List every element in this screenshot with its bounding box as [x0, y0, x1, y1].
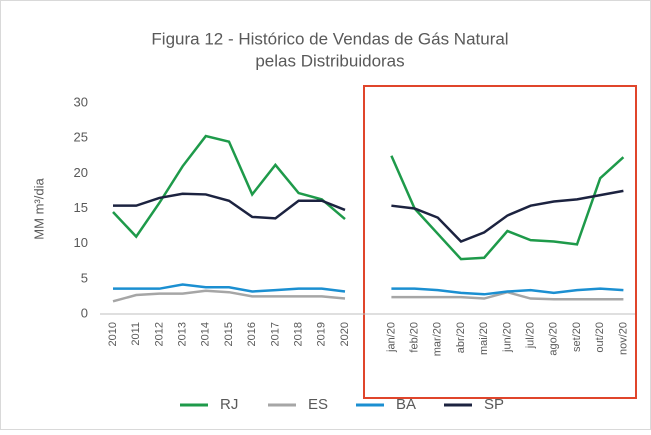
x-tick-label: jun/20	[501, 322, 513, 353]
series-line	[113, 283, 346, 293]
legend-label: BA	[396, 396, 416, 413]
highlight-box	[363, 85, 637, 399]
x-tick-label: ago/20	[548, 322, 560, 356]
series-line	[390, 155, 625, 261]
y-tick-label: 0	[81, 305, 88, 320]
y-tick-label: 25	[74, 130, 88, 145]
x-tick-label: 2013	[177, 322, 189, 346]
chart-title: Figura 12 - Histórico de Vendas de Gás N…	[151, 29, 508, 48]
x-tick-label: jul/20	[525, 322, 537, 349]
legend-label: RJ	[220, 396, 238, 413]
x-tick-label: 2015	[223, 322, 235, 346]
y-tick-label: 5	[81, 270, 88, 285]
x-tick-label: 2016	[246, 322, 258, 346]
legend-label: SP	[484, 396, 504, 413]
x-tick-label: nov/20	[617, 322, 629, 355]
y-tick-label: 10	[74, 235, 88, 250]
y-axis-label: MM m³/dia	[31, 178, 46, 240]
series-line	[391, 189, 624, 244]
legend-label: ES	[308, 396, 328, 413]
x-tick-label: 2014	[200, 322, 212, 346]
y-tick-label: 15	[74, 200, 88, 215]
x-tick-label: 2018	[293, 322, 305, 346]
x-tick-label: 2017	[269, 322, 281, 346]
x-tick-label: 2010	[107, 322, 119, 346]
chart-title: pelas Distribuidoras	[255, 51, 404, 70]
x-tick-label: 2019	[316, 322, 328, 346]
x-tick-label: out/20	[594, 322, 606, 353]
x-tick-label: feb/20	[409, 322, 421, 353]
series-line	[112, 289, 346, 303]
x-tick-label: set/20	[571, 322, 583, 352]
x-tick-label: 2020	[339, 322, 351, 346]
y-tick-label: 20	[74, 165, 88, 180]
x-tick-label: abr/20	[455, 322, 467, 353]
x-tick-label: 2012	[153, 322, 165, 346]
x-tick-label: mai/20	[478, 322, 490, 355]
series-line	[113, 192, 346, 220]
series-line	[112, 134, 346, 239]
x-tick-label: 2011	[130, 322, 142, 346]
y-tick-label: 30	[74, 94, 88, 109]
series-line	[391, 287, 624, 296]
x-tick-label: mar/20	[432, 322, 444, 356]
x-tick-label: jan/20	[385, 322, 397, 353]
